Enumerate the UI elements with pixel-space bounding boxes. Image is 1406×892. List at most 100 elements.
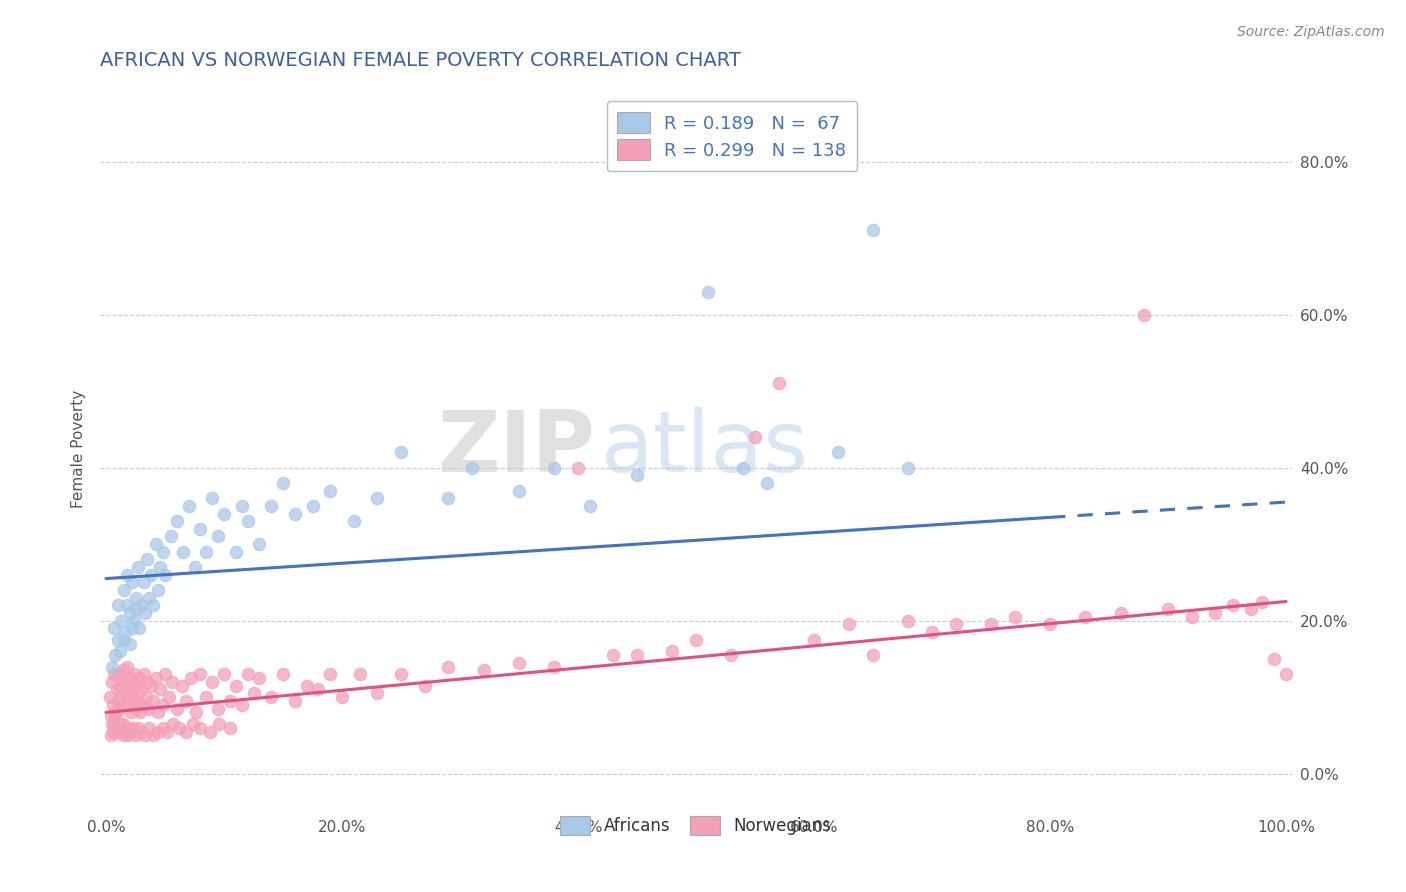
Point <box>198 724 221 739</box>
Point <box>101 659 124 673</box>
Point <box>117 567 139 582</box>
Point <box>153 667 176 681</box>
Point <box>117 721 139 735</box>
Point <box>626 468 648 483</box>
Point <box>190 721 212 735</box>
Text: Source: ZipAtlas.com: Source: ZipAtlas.com <box>1237 25 1385 39</box>
Point <box>153 567 176 582</box>
Point <box>117 599 139 613</box>
Point <box>134 728 156 742</box>
Point <box>108 701 131 715</box>
Point <box>827 445 849 459</box>
Point <box>142 599 165 613</box>
Point <box>122 724 145 739</box>
Point <box>124 591 146 605</box>
Point <box>1204 606 1226 620</box>
Point <box>803 632 825 647</box>
Point <box>413 679 436 693</box>
Point <box>117 694 139 708</box>
Point <box>136 674 159 689</box>
Point <box>122 690 145 705</box>
Point <box>271 475 294 490</box>
Point <box>142 728 165 742</box>
Point <box>174 694 197 708</box>
Point <box>110 614 132 628</box>
Legend: Africans, Norwegians: Africans, Norwegians <box>553 807 839 844</box>
Point <box>768 376 790 391</box>
Point <box>100 728 122 742</box>
Point <box>115 724 138 739</box>
Point <box>1275 667 1298 681</box>
Point <box>212 667 235 681</box>
Point <box>117 659 139 673</box>
Point <box>319 667 342 681</box>
Point <box>145 537 167 551</box>
Point <box>112 582 135 597</box>
Point <box>129 706 152 720</box>
Point <box>661 644 683 658</box>
Point <box>389 667 412 681</box>
Point <box>152 545 174 559</box>
Point <box>166 701 188 715</box>
Point <box>1074 609 1097 624</box>
Point <box>207 701 229 715</box>
Point <box>104 706 127 720</box>
Point <box>1240 602 1263 616</box>
Point <box>127 721 149 735</box>
Point <box>138 701 160 715</box>
Point <box>733 460 755 475</box>
Point <box>862 648 884 662</box>
Point <box>236 514 259 528</box>
Point <box>112 698 135 712</box>
Point <box>107 599 129 613</box>
Point <box>105 682 128 697</box>
Point <box>135 690 157 705</box>
Point <box>118 671 141 685</box>
Point <box>118 721 141 735</box>
Point <box>128 671 150 685</box>
Point <box>249 671 271 685</box>
Point <box>543 659 565 673</box>
Point <box>156 724 179 739</box>
Point <box>124 614 146 628</box>
Point <box>461 460 484 475</box>
Point <box>167 721 190 735</box>
Point <box>125 602 148 616</box>
Point <box>127 560 149 574</box>
Point <box>219 694 242 708</box>
Point <box>131 724 153 739</box>
Point <box>108 644 131 658</box>
Point <box>103 621 125 635</box>
Point <box>242 686 264 700</box>
Point <box>201 491 224 506</box>
Point <box>149 560 172 574</box>
Point <box>1251 594 1274 608</box>
Point <box>149 682 172 697</box>
Point <box>177 499 200 513</box>
Point <box>132 667 155 681</box>
Point <box>190 522 212 536</box>
Point <box>190 667 212 681</box>
Point <box>118 606 141 620</box>
Point <box>755 475 778 490</box>
Point <box>225 545 247 559</box>
Text: atlas: atlas <box>600 407 808 490</box>
Point <box>152 698 174 712</box>
Point <box>101 724 124 739</box>
Point <box>107 694 129 708</box>
Point <box>626 648 648 662</box>
Point <box>100 709 122 723</box>
Point <box>114 674 136 689</box>
Point <box>295 679 318 693</box>
Point <box>720 648 742 662</box>
Point <box>138 721 160 735</box>
Point <box>330 690 353 705</box>
Point <box>117 728 139 742</box>
Point <box>343 514 366 528</box>
Point <box>349 667 371 681</box>
Point <box>301 499 323 513</box>
Point <box>157 690 180 705</box>
Point <box>142 694 165 708</box>
Point <box>112 728 135 742</box>
Point <box>127 694 149 708</box>
